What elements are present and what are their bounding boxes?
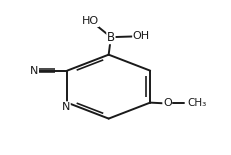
Text: N: N [62,102,70,112]
Text: B: B [107,31,115,44]
Text: HO: HO [81,16,98,27]
Text: O: O [163,98,172,108]
Text: CH₃: CH₃ [188,98,207,108]
Text: N: N [29,66,38,76]
Text: OH: OH [133,31,150,41]
